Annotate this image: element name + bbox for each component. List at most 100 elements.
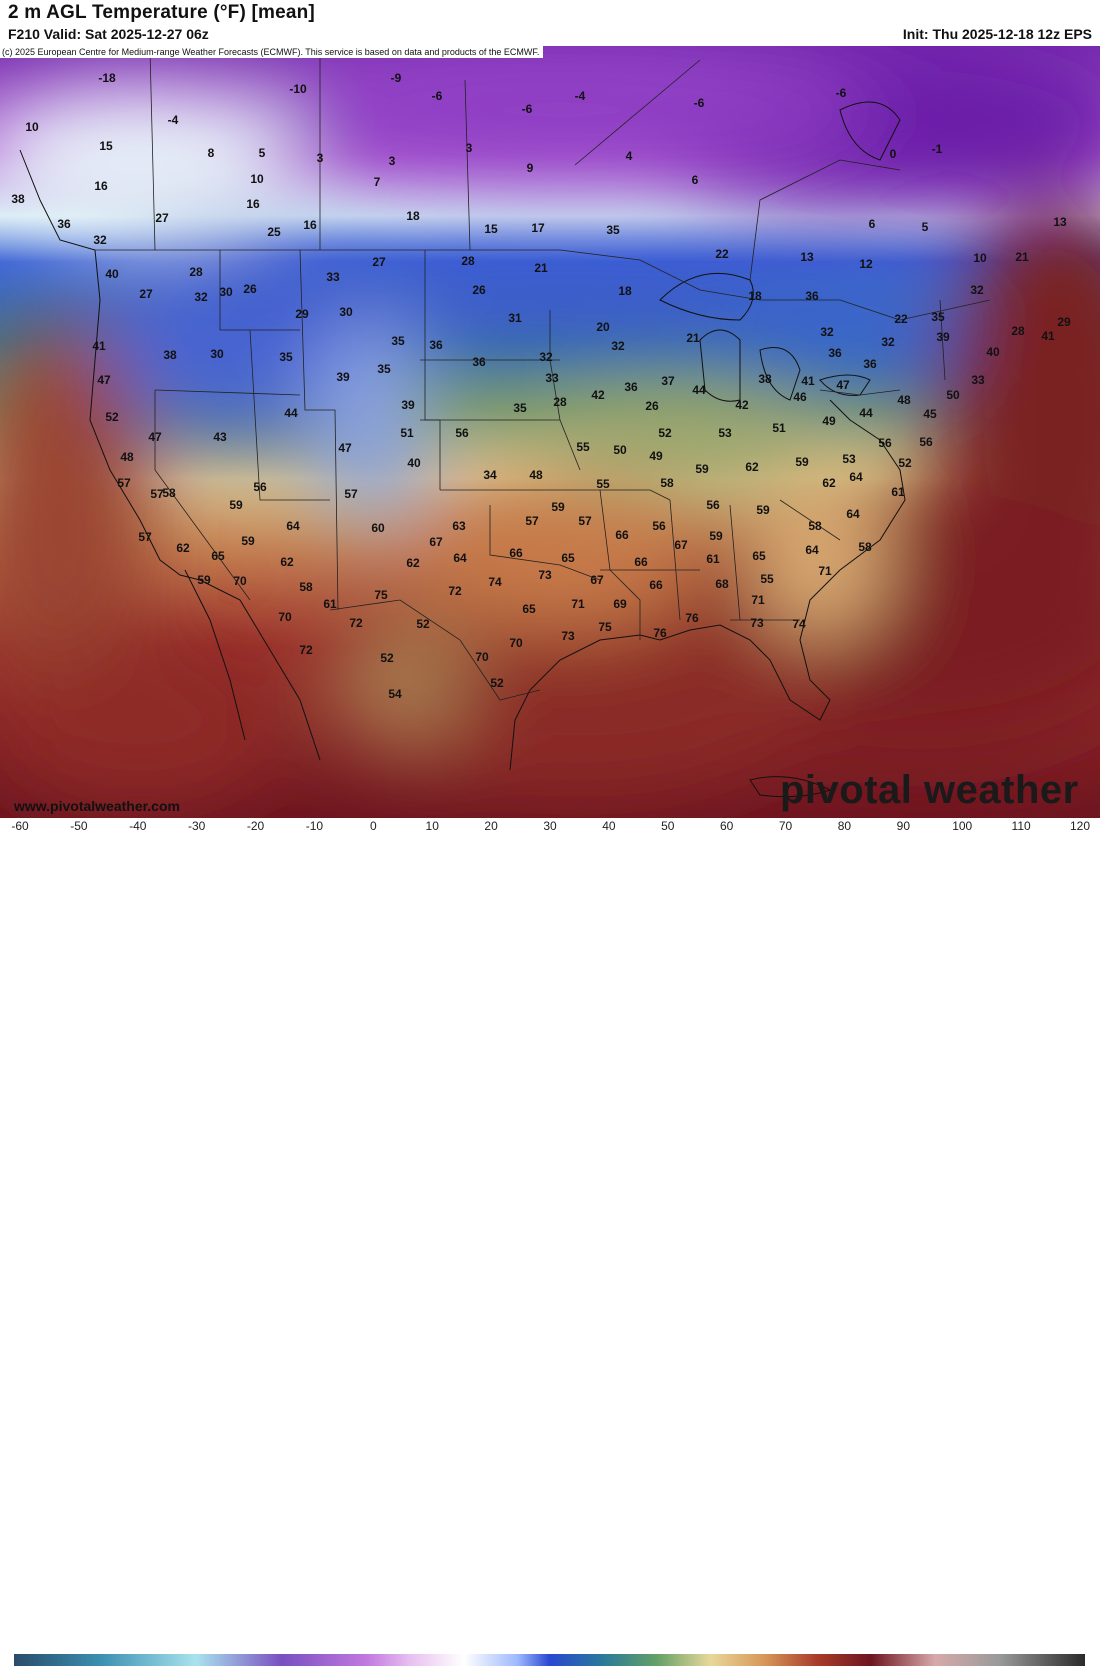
temperature-value-label: 57 xyxy=(117,476,131,490)
temperature-value-label: 67 xyxy=(590,573,604,587)
temperature-value-label: 59 xyxy=(229,498,243,512)
temperature-value-label: 56 xyxy=(919,435,933,449)
temperature-value-label: 27 xyxy=(372,255,386,269)
temperature-value-label: 21 xyxy=(534,261,548,275)
temperature-value-label: 36 xyxy=(57,217,71,231)
state-borders xyxy=(95,49,991,701)
temperature-value-label: -10 xyxy=(289,82,307,96)
legend-tick-label: -60 xyxy=(11,819,29,833)
temperature-value-label: 67 xyxy=(429,535,443,549)
temperature-value-label: 41 xyxy=(801,374,815,388)
temperature-value-label: 18 xyxy=(748,289,762,303)
temperature-value-label: 59 xyxy=(695,462,709,476)
temperature-value-label: 75 xyxy=(374,588,388,602)
site-url[interactable]: www.pivotalweather.com xyxy=(14,798,180,814)
temperature-value-label: 47 xyxy=(97,373,111,387)
temperature-value-label: 17 xyxy=(531,221,545,235)
temperature-value-label: 33 xyxy=(971,373,985,387)
temperature-value-label: 64 xyxy=(805,543,819,557)
temperature-value-label: 32 xyxy=(881,335,895,349)
temperature-value-label: 36 xyxy=(863,357,877,371)
temperature-value-label: 26 xyxy=(472,283,486,297)
temperature-value-label: 37 xyxy=(661,374,675,388)
temperature-value-label: 22 xyxy=(894,312,908,326)
temperature-value-label: -6 xyxy=(522,102,533,116)
temperature-value-label: 69 xyxy=(613,597,627,611)
temperature-value-label: 56 xyxy=(455,426,469,440)
temperature-value-label: 38 xyxy=(11,192,25,206)
page-title: 2 m AGL Temperature (°F) [mean] xyxy=(8,2,315,23)
temperature-value-label: 61 xyxy=(706,552,720,566)
temperature-value-label: 43 xyxy=(213,430,227,444)
temperature-value-label: 51 xyxy=(772,421,786,435)
colorbar xyxy=(14,1654,1085,1666)
temperature-value-label: 70 xyxy=(233,574,247,588)
temperature-value-label: 34 xyxy=(483,468,497,482)
temperature-value-label: 57 xyxy=(344,487,358,501)
temperature-value-label: 45 xyxy=(923,407,937,421)
temperature-value-label: 26 xyxy=(645,399,659,413)
temperature-value-label: 56 xyxy=(706,498,720,512)
temperature-value-label: 47 xyxy=(836,378,850,392)
legend-tick-label: -40 xyxy=(129,819,147,833)
coastlines xyxy=(19,101,906,798)
temperature-value-label: 5 xyxy=(259,146,266,160)
temperature-value-label: 65 xyxy=(561,551,575,565)
temperature-value-label: 62 xyxy=(280,555,294,569)
temperature-value-label: 49 xyxy=(822,414,836,428)
temperature-value-label: 35 xyxy=(377,362,391,376)
temperature-value-label: 65 xyxy=(752,549,766,563)
legend-tick-label: 20 xyxy=(484,819,498,833)
temperature-value-label: 44 xyxy=(859,406,873,420)
temperature-value-label: 35 xyxy=(513,401,527,415)
temperature-value-label: 35 xyxy=(391,334,405,348)
temperature-value-label: 59 xyxy=(551,500,565,514)
temperature-value-label: 36 xyxy=(828,346,842,360)
temperature-value-label: 58 xyxy=(808,519,822,533)
legend-tick-label: 30 xyxy=(543,819,557,833)
temperature-value-label: 68 xyxy=(715,577,729,591)
temperature-value-label: 53 xyxy=(718,426,732,440)
temperature-value-label: 52 xyxy=(105,410,119,424)
temperature-value-label: -6 xyxy=(836,86,847,100)
legend-tick-label: 0 xyxy=(369,819,377,833)
temperature-value-label: 57 xyxy=(150,487,164,501)
temperature-value-label: 44 xyxy=(692,383,706,397)
temperature-value-label: 33 xyxy=(545,371,559,385)
temperature-value-label: 42 xyxy=(735,398,749,412)
temperature-value-label: 55 xyxy=(760,572,774,586)
temperature-value-label: 4 xyxy=(626,149,633,163)
temperature-value-label: 38 xyxy=(758,372,772,386)
temperature-value-label: 57 xyxy=(138,530,152,544)
temperature-value-label: 10 xyxy=(250,172,264,186)
temperature-value-label: 36 xyxy=(805,289,819,303)
temperature-value-label: 28 xyxy=(1011,324,1025,338)
valid-time: F210 Valid: Sat 2025-12-27 06z xyxy=(8,26,209,42)
temperature-value-label: 41 xyxy=(1041,329,1055,343)
temperature-value-label: 53 xyxy=(842,452,856,466)
temperature-value-label: -18 xyxy=(98,71,116,85)
temperature-value-label: 9 xyxy=(527,161,534,175)
legend-tick-label: 100 xyxy=(952,819,973,833)
temperature-value-label: 42 xyxy=(591,388,605,402)
temperature-value-label: 57 xyxy=(525,514,539,528)
pivotal-weather-logo: pivotal weather xyxy=(780,768,1079,812)
temperature-value-label: 70 xyxy=(509,636,523,650)
temperature-value-label: 21 xyxy=(686,331,700,345)
temperature-value-label: 47 xyxy=(338,441,352,455)
temperature-value-label: 59 xyxy=(241,534,255,548)
temperature-value-label: 60 xyxy=(371,521,385,535)
temperature-value-label: 74 xyxy=(488,575,502,589)
temperature-value-label: 76 xyxy=(653,626,667,640)
temperature-value-label: 32 xyxy=(539,350,553,364)
legend-tick-label: -30 xyxy=(187,819,206,833)
temperature-value-label: 61 xyxy=(323,597,337,611)
temperature-value-label: 13 xyxy=(1053,215,1067,229)
temperature-value-label: 27 xyxy=(139,287,153,301)
temperature-value-label: 29 xyxy=(1057,315,1071,329)
temperature-value-label: 10 xyxy=(973,251,987,265)
temperature-value-label: 67 xyxy=(674,538,688,552)
temperature-value-label: -4 xyxy=(168,113,179,127)
temperature-value-label: 65 xyxy=(211,549,225,563)
temperature-value-label: 39 xyxy=(401,398,415,412)
